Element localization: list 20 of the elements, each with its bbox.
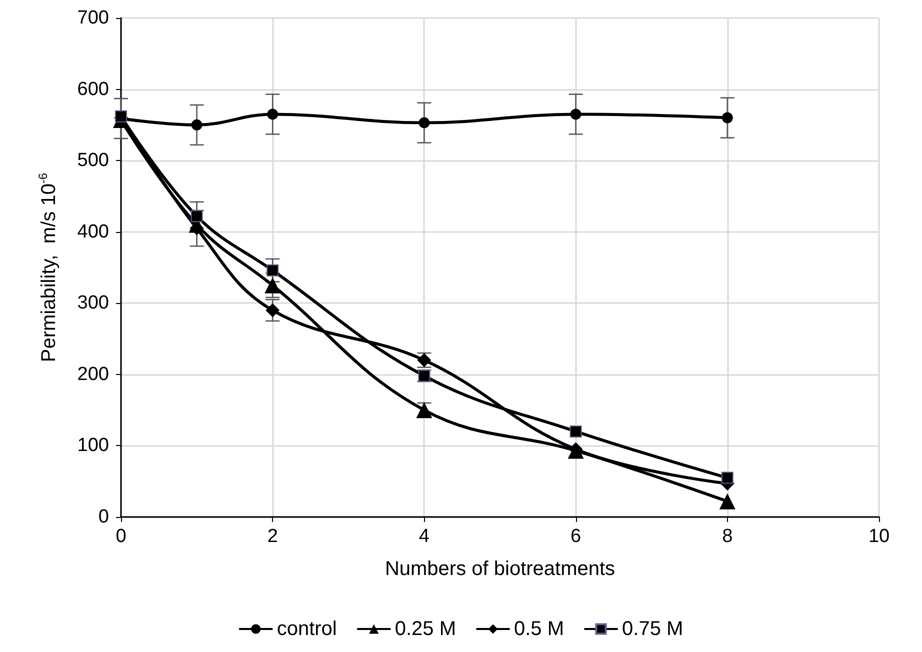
legend-label: control — [276, 618, 337, 640]
x-tick-label: 10 — [868, 526, 890, 547]
y-tick-label: 0 — [98, 506, 109, 528]
x-tick-label: 0 — [116, 526, 126, 547]
x-tick-label: 6 — [570, 526, 582, 547]
x-tick-label: 4 — [418, 526, 430, 547]
y-tick-label: 200 — [77, 364, 109, 385]
legend-label: 0.5 M — [514, 618, 564, 640]
x-tick-label: 2 — [267, 526, 278, 547]
y-tick-label: 400 — [77, 221, 109, 242]
y-tick-label: 500 — [77, 150, 109, 172]
legend-label: 0.75 M — [622, 618, 684, 640]
y-tick-label: 300 — [77, 292, 109, 314]
y-tick-label: 600 — [77, 78, 109, 100]
y-axis-title: Permiability, m/s 10-6 — [36, 172, 60, 362]
legend-label: 0.25 M — [394, 618, 456, 640]
x-axis-title: Numbers of biotreatments — [384, 558, 616, 580]
y-tick-label: 100 — [77, 435, 109, 456]
x-tick-label: 8 — [722, 526, 733, 547]
y-tick-label: 700 — [77, 8, 109, 28]
